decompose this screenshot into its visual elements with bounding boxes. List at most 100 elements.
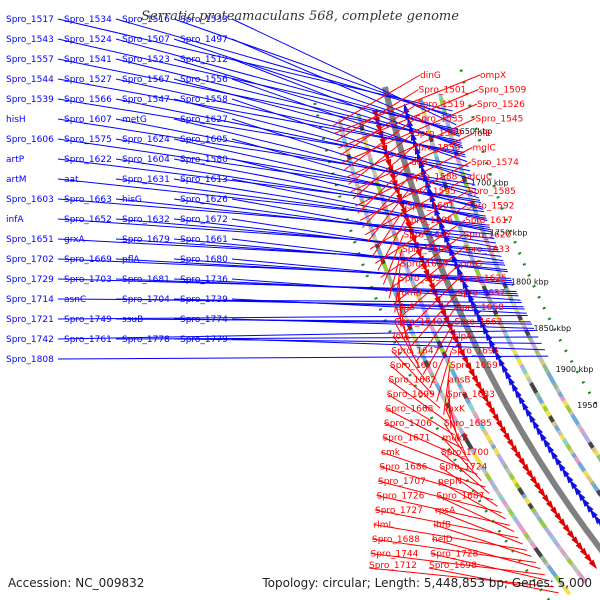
label-leader-line xyxy=(57,218,499,251)
reverse-gene-arrow xyxy=(579,547,589,558)
gene-label-left: Spro_1627 xyxy=(180,115,228,125)
label-leader-line xyxy=(231,258,514,286)
gene-label-right: ompX xyxy=(480,71,506,81)
gene-label-left: Spro_1626 xyxy=(180,195,228,205)
label-leader-line xyxy=(352,147,413,200)
label-leader-line xyxy=(231,198,498,248)
reverse-gene-arrow xyxy=(372,109,378,120)
gene-label-right: Spro_1699 xyxy=(387,390,435,400)
reverse-gene-arrow xyxy=(575,542,584,552)
label-leader-line xyxy=(439,466,498,507)
reverse-gene-arrow xyxy=(499,426,508,437)
label-leader-line xyxy=(380,219,466,278)
forward-gene-arrow xyxy=(521,400,529,411)
reverse-gene-arrow xyxy=(485,400,493,412)
gene-label-left: Spro_1663 xyxy=(64,195,112,205)
gene-label-right: helD xyxy=(432,535,453,545)
label-leader-line xyxy=(338,89,479,149)
gene-label-right: dinG xyxy=(420,71,441,81)
label-leader-line xyxy=(394,321,421,368)
label-leader-line xyxy=(373,524,528,551)
gene-label-left: Spro_1534 xyxy=(64,15,112,25)
gene-label-left: Spro_1681 xyxy=(122,275,170,285)
reverse-gene-arrow xyxy=(503,432,511,443)
kbp-tick-label: 1650 kbp xyxy=(455,127,493,136)
label-leader-line xyxy=(382,234,404,285)
gene-label-left: Spro_1613 xyxy=(180,175,228,185)
accession-text: Accession: NC_009832 xyxy=(8,576,145,590)
forward-gene-arrow xyxy=(546,443,555,454)
gene-label-right: Spro_1658 xyxy=(456,303,504,313)
gene-label-left: Spro_1558 xyxy=(180,95,228,105)
forward-gene-arrow xyxy=(581,496,590,507)
label-leader-line xyxy=(362,176,410,229)
label-leader-line xyxy=(391,248,463,306)
gene-label-left: Spro_1672 xyxy=(180,215,228,225)
reverse-gene-arrow xyxy=(434,295,442,307)
kbp-tick-label: 1700 kbp xyxy=(471,178,509,187)
gene-label-left: Spro_1497 xyxy=(180,35,228,45)
gene-label-right: Spro_1688 xyxy=(372,535,420,545)
label-leader-line xyxy=(173,138,483,208)
forward-gene-arrow xyxy=(456,265,464,276)
label-leader-line xyxy=(57,58,462,142)
forward-gene-arrow xyxy=(550,449,558,460)
label-leader-line xyxy=(357,161,412,214)
gene-label-right: mukB xyxy=(443,434,469,444)
label-leader-line xyxy=(231,278,521,301)
reverse-gene-arrow xyxy=(566,530,576,541)
genome-summary-text: Topology: circular; Length: 5,448,853 bp… xyxy=(262,576,592,590)
gene-label-right: Spro_1619 xyxy=(401,260,449,270)
gene-label-right: Spro_1545 xyxy=(476,115,524,125)
label-leader-line xyxy=(403,277,460,334)
gene-label-right: Spro_1608 xyxy=(402,245,450,255)
gene-label-left: Spro_1651 xyxy=(6,235,54,245)
gene-label-right: Spro_1724 xyxy=(440,463,488,473)
label-leader-line xyxy=(231,178,492,233)
gene-label-left: Spro_1544 xyxy=(6,75,54,85)
gene-label-left: Spro_1749 xyxy=(64,315,112,325)
label-leader-line xyxy=(434,509,523,545)
gene-label-right: Spro_1585 xyxy=(468,187,516,197)
reverse-gene-arrow xyxy=(546,500,555,511)
reverse-gene-arrow xyxy=(537,488,546,499)
reverse-gene-arrow xyxy=(550,506,559,517)
reverse-gene-arrow xyxy=(455,342,463,353)
gene-label-right: Spro_1592 xyxy=(467,202,515,212)
gene-label-right: Spro_1685 xyxy=(444,419,492,429)
label-leader-line xyxy=(367,190,409,243)
label-leader-line xyxy=(394,263,401,313)
label-leader-line xyxy=(379,466,494,501)
label-leader-line xyxy=(115,78,466,156)
forward-gene-arrow xyxy=(561,467,570,478)
label-leader-line xyxy=(115,38,459,133)
reverse-gene-arrow xyxy=(584,553,593,564)
gene-label-left: Spro_1702 xyxy=(6,255,54,265)
forward-gene-arrow xyxy=(504,368,512,380)
gene-label-left: hisG xyxy=(122,195,142,205)
label-leader-line xyxy=(389,364,441,409)
gene-label-left: Spro_1779 xyxy=(180,335,228,345)
forward-gene-arrow xyxy=(577,491,586,502)
gene-label-left: asnC xyxy=(64,295,86,305)
gene-label-left: ssuB xyxy=(122,315,143,325)
label-leader-line xyxy=(386,393,455,436)
reverse-gene-arrow xyxy=(452,335,460,347)
forward-gene-arrow xyxy=(531,418,540,430)
label-leader-line xyxy=(231,298,527,314)
label-leader-line xyxy=(442,437,482,482)
label-leader-line xyxy=(437,480,506,520)
gene-label-right: Spro_1637 xyxy=(458,289,506,299)
label-leader-line xyxy=(231,158,488,222)
gene-label-right: Spro_1728 xyxy=(431,550,479,560)
label-leader-line xyxy=(173,298,525,310)
label-leader-line xyxy=(391,350,434,396)
label-leader-line xyxy=(336,89,419,142)
gene-label-right: mglC xyxy=(473,144,496,154)
gene-label-right: ihfB xyxy=(434,521,452,531)
feature-block xyxy=(596,489,600,502)
reverse-gene-arrow xyxy=(506,438,515,449)
gene-label-right: lolA xyxy=(393,332,411,342)
reverse-gene-arrow xyxy=(571,536,580,547)
